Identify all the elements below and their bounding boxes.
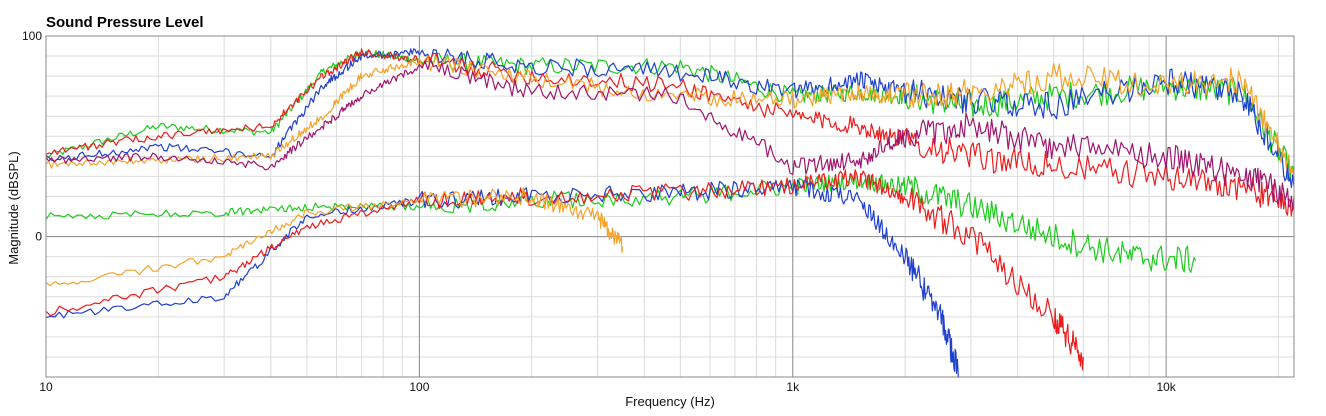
x-tick-labels: 10 100 1k 10k [39, 380, 1176, 394]
plot-frame [45, 35, 1295, 378]
series-line-blue [45, 48, 1295, 189]
series-line-blue [45, 179, 960, 378]
x-axis-label: Frequency (Hz) [625, 394, 715, 409]
series-line-orange [45, 55, 1295, 177]
plot-background [46, 36, 1294, 377]
y-tick-labels: 100 0 [22, 29, 42, 244]
x-tick-label: 10k [1156, 380, 1176, 394]
series-line-orange [45, 187, 624, 287]
y-tick-label: 0 [35, 230, 42, 244]
series-group [45, 48, 1295, 378]
x-tick-label: 100 [409, 380, 429, 394]
chart-title: Sound Pressure Level [46, 14, 204, 31]
x-tick-label: 10 [39, 380, 53, 394]
series-line-green [45, 49, 1295, 182]
series-line-purple [45, 59, 1295, 211]
series-line-red [45, 48, 1295, 217]
series-line-green [45, 172, 1197, 273]
x-tick-label: 1k [786, 380, 800, 394]
y-axis-label: Magnitude (dBSPL) [6, 151, 21, 264]
series-line-red [45, 169, 1084, 371]
y-tick-label: 100 [22, 29, 42, 43]
